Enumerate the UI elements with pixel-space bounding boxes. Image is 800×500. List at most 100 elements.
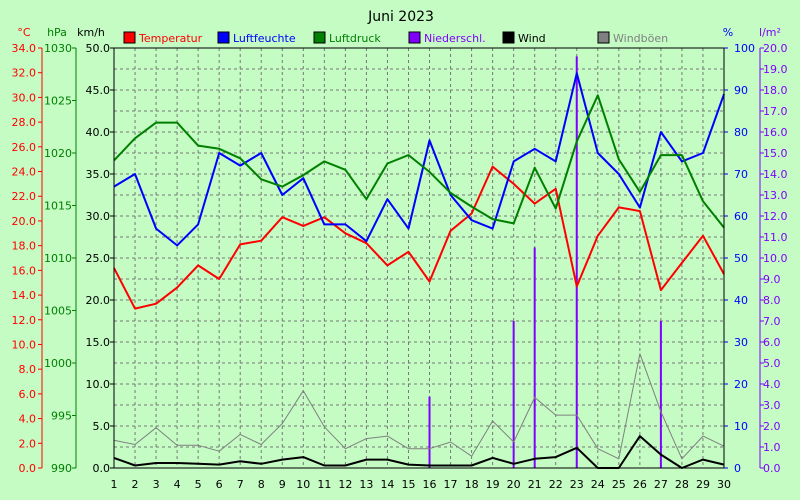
rain-axis-tick-label: 0.0	[763, 462, 781, 475]
temp-axis-tick-label: 4.0	[19, 413, 37, 426]
x-tick-label: 2	[132, 478, 139, 491]
legend-swatch	[408, 31, 421, 44]
pressure-axis-label: hPa	[47, 26, 67, 39]
rain-axis-tick-label: 6.0	[763, 336, 781, 349]
wind-axis-tick-label: 5.0	[93, 420, 111, 433]
x-tick-label: 13	[359, 478, 373, 491]
wind-axis-tick-label: 15.0	[86, 336, 111, 349]
rain-bar	[512, 321, 515, 468]
wind-axis-tick-label: 45.0	[86, 84, 111, 97]
x-tick-label: 8	[258, 478, 265, 491]
humidity-axis-tick-label: 30	[734, 336, 748, 349]
rain-axis-tick-label: 11.0	[763, 231, 788, 244]
x-tick-label: 7	[237, 478, 244, 491]
temp-axis-tick-label: 22.0	[12, 190, 37, 203]
pressure-axis-tick-label: 1005	[44, 305, 72, 318]
temp-axis-tick-label: 28.0	[12, 116, 37, 129]
rain-bars	[428, 56, 662, 469]
x-tick-label: 15	[401, 478, 415, 491]
rain-bar	[659, 321, 662, 468]
temp-axis-tick-label: 30.0	[12, 91, 37, 104]
rain-axis-tick-label: 13.0	[763, 189, 788, 202]
x-tick-label: 24	[591, 478, 605, 491]
humidity-axis-label: %	[723, 26, 733, 39]
x-tick-label: 1	[111, 478, 118, 491]
x-tick-label: 23	[570, 478, 584, 491]
temp-axis-tick-label: 8.0	[19, 363, 37, 376]
rain-axis-tick-label: 10.0	[763, 252, 788, 265]
legend-swatch	[123, 31, 136, 44]
x-tick-label: 4	[174, 478, 181, 491]
x-tick-label: 16	[423, 478, 437, 491]
x-tick-label: 9	[279, 478, 286, 491]
series-line-luftfeuchte	[113, 72, 725, 247]
x-tick-label: 19	[486, 478, 500, 491]
x-tick-label: 3	[153, 478, 160, 491]
x-tick-label: 6	[216, 478, 223, 491]
x-tick-label: 22	[549, 478, 563, 491]
legend-label: Wind	[518, 32, 546, 45]
temp-axis-tick-label: 32.0	[12, 67, 37, 80]
rain-axis-label: l/m²	[759, 26, 781, 39]
temp-axis-tick-label: 2.0	[19, 437, 37, 450]
rain-bar	[428, 396, 431, 468]
temp-axis-tick-label: 26.0	[12, 141, 37, 154]
x-tick-label: 5	[195, 478, 202, 491]
rain-axis-tick-label: 1.0	[763, 441, 781, 454]
pressure-axis-tick-label: 1030	[44, 42, 72, 55]
pressure-axis-tick-label: 1025	[44, 95, 72, 108]
temp-axis-tick-label: 20.0	[12, 215, 37, 228]
wind-axis-tick-label: 10.0	[86, 378, 111, 391]
x-tick-label: 29	[696, 478, 710, 491]
rain-axis-tick-label: 7.0	[763, 315, 781, 328]
legend-swatch	[597, 31, 610, 44]
rain-axis-tick-label: 15.0	[763, 147, 788, 160]
humidity-axis-tick-label: 0	[734, 462, 741, 475]
legend-label: Windböen	[613, 32, 668, 45]
axes: 1 2 3 4 5 6 7 8 9 10 11 12 13 14 15 16 17 18 19 20 21 22 23 24 2…	[12, 26, 788, 491]
plot-area	[114, 48, 724, 468]
humidity-axis-tick-label: 50	[734, 252, 748, 265]
x-tick-label: 28	[675, 478, 689, 491]
x-tick-label: 21	[528, 478, 542, 491]
x-tick-label: 17	[444, 478, 458, 491]
legend-swatch	[502, 31, 515, 44]
wind-axis-label: km/h	[77, 26, 105, 39]
humidity-axis-tick-label: 90	[734, 84, 748, 97]
wind-axis-tick-label: 50.0	[86, 42, 111, 55]
temp-axis-tick-label: 18.0	[12, 240, 37, 253]
x-tick-label: 27	[654, 478, 668, 491]
rain-axis-tick-label: 8.0	[763, 294, 781, 307]
chart-title: Juni 2023	[367, 9, 434, 25]
temp-axis-tick-label: 0.0	[19, 462, 37, 475]
temp-axis-tick-label: 12.0	[12, 314, 37, 327]
series-line-windb-en	[113, 353, 725, 460]
rain-axis-tick-label: 9.0	[763, 273, 781, 286]
x-tick-label: 12	[338, 478, 352, 491]
rain-axis-tick-label: 17.0	[763, 105, 788, 118]
temp-axis-tick-label: 6.0	[19, 388, 37, 401]
wind-axis-tick-label: 25.0	[86, 252, 111, 265]
x-tick-label: 20	[507, 478, 521, 491]
pressure-axis-tick-label: 1010	[44, 252, 72, 265]
series-line-wind	[113, 435, 725, 469]
temp-axis-tick-label: 16.0	[12, 264, 37, 277]
humidity-axis-tick-label: 60	[734, 210, 748, 223]
rain-bar	[575, 56, 578, 469]
x-tick-label: 11	[317, 478, 331, 491]
legend-label: Temperatur	[138, 32, 203, 45]
rain-axis-tick-label: 19.0	[763, 63, 788, 76]
legend-label: Luftdruck	[329, 32, 381, 45]
humidity-axis-tick-label: 80	[734, 126, 748, 139]
rain-axis-tick-label: 12.0	[763, 210, 788, 223]
legend: Temperatur Luftfeuchte Luftdruck Niederschl…	[123, 31, 668, 45]
x-tick-label: 25	[612, 478, 626, 491]
x-tick-label: 18	[465, 478, 479, 491]
x-tick-label: 10	[296, 478, 310, 491]
legend-swatch	[313, 31, 326, 44]
rain-axis-tick-label: 14.0	[763, 168, 788, 181]
legend-label: Luftfeuchte	[233, 32, 296, 45]
wind-axis-tick-label: 20.0	[86, 294, 111, 307]
wind-axis-tick-label: 35.0	[86, 168, 111, 181]
